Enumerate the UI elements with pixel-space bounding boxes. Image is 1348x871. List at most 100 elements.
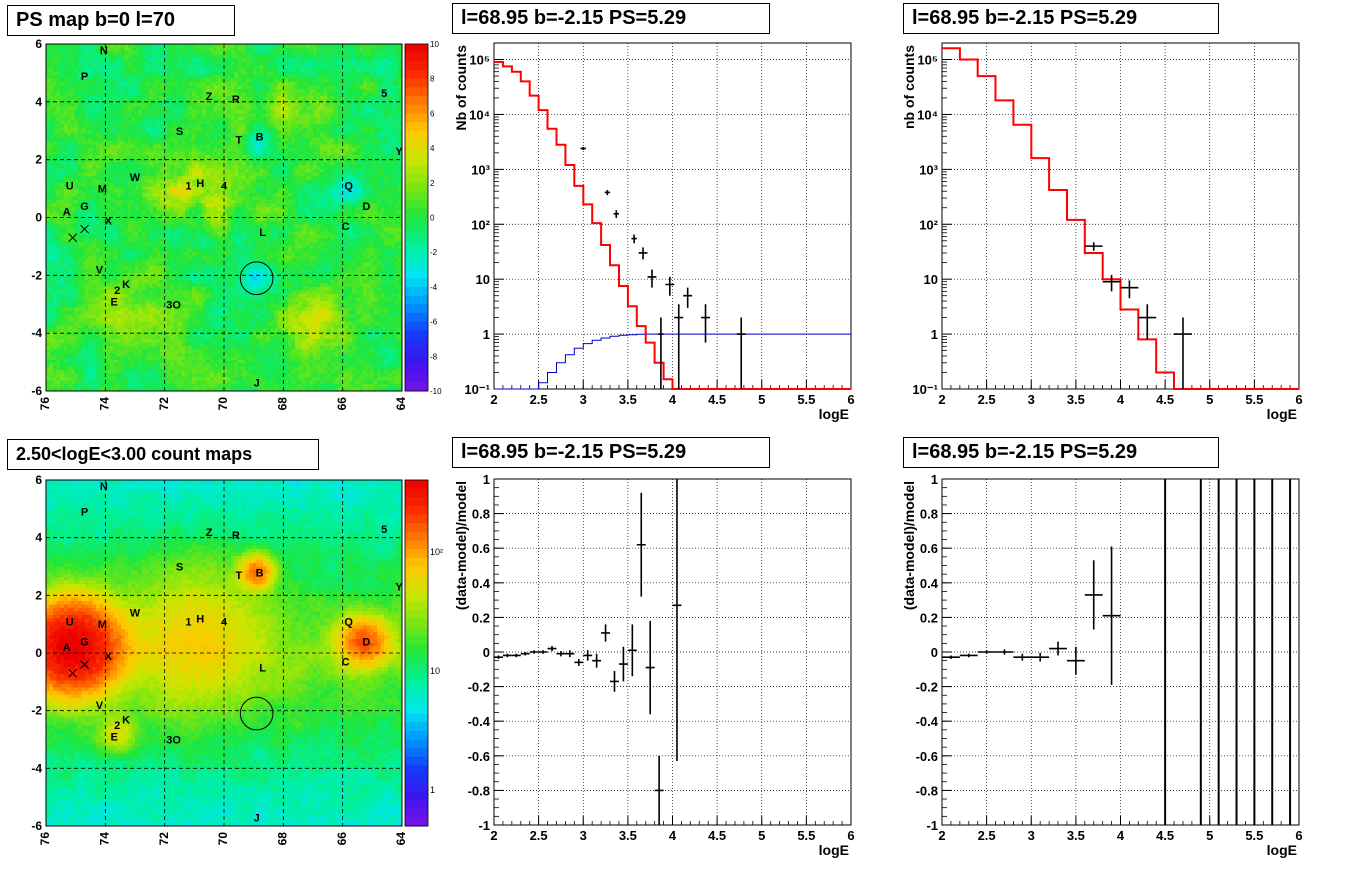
ps_map-cell [159, 214, 164, 218]
ps_map-cell [113, 241, 118, 246]
ps_map-cell [138, 377, 143, 381]
ps_map-cell [184, 290, 189, 295]
ps_map-cell [85, 89, 90, 93]
ps_map-cell [110, 186, 115, 191]
ps_map-cell [127, 148, 132, 152]
ps_map-cell [78, 75, 82, 80]
ps_map-cell [127, 279, 132, 284]
ps_map-cell [78, 384, 82, 388]
ps_map-cell [113, 116, 118, 121]
ps_map-cell [120, 279, 125, 284]
ps_map-cell [209, 127, 214, 132]
ps_map-cell [46, 217, 50, 222]
ps_map-cell [206, 175, 211, 180]
ps_map-cell [127, 141, 132, 146]
ps_map-cell [177, 217, 182, 222]
ps_map-cell [209, 175, 214, 180]
ps_map-cell [163, 151, 168, 156]
ps_map-cell [174, 345, 179, 350]
ps_map-cell [135, 307, 139, 312]
ps_map-cell [60, 165, 65, 170]
ps_map-cell [131, 255, 136, 260]
ps_map-cell [213, 165, 218, 170]
ps_map-cell [145, 297, 150, 302]
ps_map-cell [209, 307, 214, 312]
ps_map-cell [149, 109, 154, 114]
ps_map-cell [60, 196, 65, 201]
ps_map-cell [131, 318, 136, 322]
ps_map-cell [92, 342, 97, 347]
ps_map-cell [135, 325, 139, 329]
ps_map-cell [135, 148, 139, 152]
ps_map-cell [152, 266, 157, 270]
ps_map-cell [156, 148, 161, 152]
ps_map-cell [131, 311, 136, 316]
ps_map-cell [167, 47, 171, 52]
ps_map-cell [53, 307, 58, 312]
ps_map-cell [135, 196, 139, 201]
ps_map-cell [163, 370, 168, 375]
ps_map-cell [202, 47, 207, 52]
ps_map-cell [56, 44, 61, 48]
ps_map-cell [199, 363, 204, 368]
ps_map-cell [177, 200, 182, 205]
ps_map-cell [131, 116, 136, 121]
ps_map-cell [117, 262, 122, 267]
ps_map-cell [220, 227, 225, 232]
ps_map-cell [60, 64, 65, 69]
ps_map-cell [156, 92, 161, 97]
ps_map-cell [131, 179, 136, 184]
ps_map-cell [120, 380, 125, 385]
ps_map-cell [181, 325, 186, 329]
ps_map-cell [174, 297, 179, 302]
ps_map-cell [156, 47, 161, 52]
ps_map-cell [113, 44, 118, 48]
ps_map-cell [67, 186, 72, 191]
ps_map-cell [49, 207, 54, 211]
ps_map-cell [60, 168, 65, 173]
ps_map-cell [220, 241, 225, 246]
ps_map-cell [138, 307, 143, 312]
ps_map-cell [135, 224, 139, 229]
ps_map-cell [181, 44, 186, 48]
ps_map-cell [142, 71, 147, 76]
ps_map-cell [78, 130, 82, 135]
ps_map-cell [199, 189, 204, 194]
ps_map-cell [135, 304, 139, 309]
ps_map-cell [191, 161, 196, 166]
ps_map-cell [152, 50, 157, 55]
ps_map-cell [67, 161, 72, 166]
ps_map-cell [181, 71, 186, 76]
ps_map-cell [145, 44, 150, 48]
ps_map-cell [63, 290, 68, 295]
ps_map-cell [60, 252, 65, 257]
ps_map-cell [46, 155, 50, 159]
ps_map-cell [110, 116, 115, 121]
ps_map-cell [191, 175, 196, 180]
ps_map-cell [199, 338, 204, 343]
ps_map-cell [138, 356, 143, 361]
ps_map-cell [199, 238, 204, 243]
ps_map-cell [216, 130, 221, 135]
ps_map-cell [49, 210, 54, 215]
ps_map-cell [113, 283, 118, 288]
ps_map-cell [131, 200, 136, 205]
ps_map-cell [113, 266, 118, 270]
ps_map-cell [177, 342, 182, 347]
ps_map-cell [177, 373, 182, 378]
ps_map-cell [106, 47, 111, 52]
ps_map-cell [70, 338, 75, 343]
ps_map-cell [145, 189, 150, 194]
ps_map-cell [49, 99, 54, 104]
ps_map-cell [135, 64, 139, 69]
ps_map-cell [46, 179, 50, 184]
ps_map-cell [56, 155, 61, 159]
ps_map-cell [152, 231, 157, 236]
ps_map-cell [209, 276, 214, 281]
ps_map-cell [117, 241, 122, 246]
ps_map-cell [149, 220, 154, 225]
ps_map-cell [209, 203, 214, 208]
ps_map-cell [135, 293, 139, 298]
ps_map-cell [78, 266, 82, 270]
ps_map-cell [63, 220, 68, 225]
